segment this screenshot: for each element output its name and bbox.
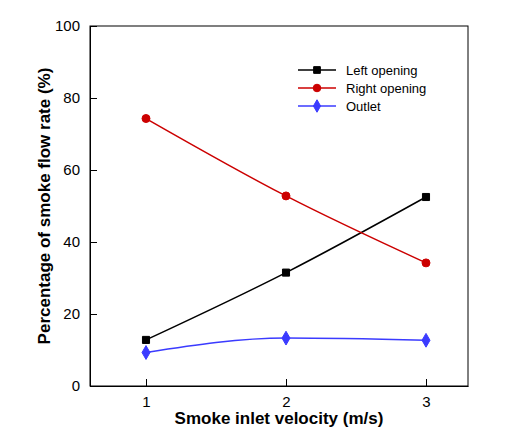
legend-marker [313, 84, 321, 92]
y-tick-label: 0 [72, 377, 80, 394]
y-tick-mark [90, 26, 97, 27]
y-tick-mark [90, 98, 97, 99]
y-axis-line [90, 27, 91, 387]
y-axis: 0 20 40 60 80 100 [55, 17, 97, 394]
legend-label: Left opening [346, 63, 418, 78]
x-tick: 2 [282, 379, 290, 410]
plot-frame [90, 26, 468, 386]
legend-label: Right opening [346, 81, 426, 96]
x-tick-mark [146, 379, 147, 386]
series-marker [282, 192, 290, 200]
y-tick: 80 [63, 89, 97, 106]
y-tick-mark [90, 170, 97, 171]
series-marker [142, 346, 150, 360]
y-tick-label: 80 [63, 89, 80, 106]
legend-label: Outlet [346, 99, 381, 114]
y-tick-label: 20 [63, 305, 80, 322]
y-tick-mark [90, 314, 97, 315]
x-axis-line [91, 386, 469, 387]
y-tick: 20 [63, 305, 97, 322]
y-tick-label: 40 [63, 233, 80, 250]
series-marker [142, 115, 150, 123]
series [142, 193, 429, 343]
y-tick-label: 60 [63, 161, 80, 178]
series-marker [282, 331, 290, 345]
y-tick-mark [90, 242, 97, 243]
chart: 1 2 3 0 20 40 60 80 100 Left opening Right opening… [0, 0, 510, 432]
x-tick-label: 3 [422, 393, 430, 410]
x-tick: 3 [422, 379, 430, 410]
series-line [146, 197, 426, 340]
series [142, 115, 430, 267]
y-tick: 100 [55, 17, 97, 34]
x-axis-title: Smoke inlet velocity (m/s) [175, 409, 384, 428]
y-tick: 0 [72, 377, 97, 394]
legend-marker [313, 100, 320, 112]
series-line [146, 119, 426, 263]
y-tick-label: 100 [55, 17, 80, 34]
y-axis-title: Percentage of smoke flow rate (%) [35, 68, 54, 345]
y-tick: 40 [63, 233, 97, 250]
legend: Left opening Right opening Outlet [298, 63, 426, 114]
marks [142, 115, 430, 360]
legend-marker [314, 67, 321, 74]
series-marker [142, 336, 149, 343]
series-marker [422, 259, 430, 267]
x-tick-label: 1 [142, 393, 150, 410]
series-marker [422, 333, 430, 347]
series-marker [282, 269, 289, 276]
series-marker [422, 193, 429, 200]
series [142, 331, 430, 359]
legend-item: Left opening [298, 63, 418, 78]
y-tick: 60 [63, 161, 97, 178]
legend-item: Outlet [298, 99, 381, 114]
legend-item: Right opening [298, 81, 426, 96]
x-tick-mark [426, 379, 427, 386]
x-tick-mark [286, 379, 287, 386]
x-tick-label: 2 [282, 393, 290, 410]
plot: 1 2 3 0 20 40 60 80 100 Left opening Right opening… [55, 17, 469, 409]
y-tick-mark [90, 386, 97, 387]
x-tick: 1 [142, 379, 150, 410]
x-axis: 1 2 3 [91, 379, 469, 410]
